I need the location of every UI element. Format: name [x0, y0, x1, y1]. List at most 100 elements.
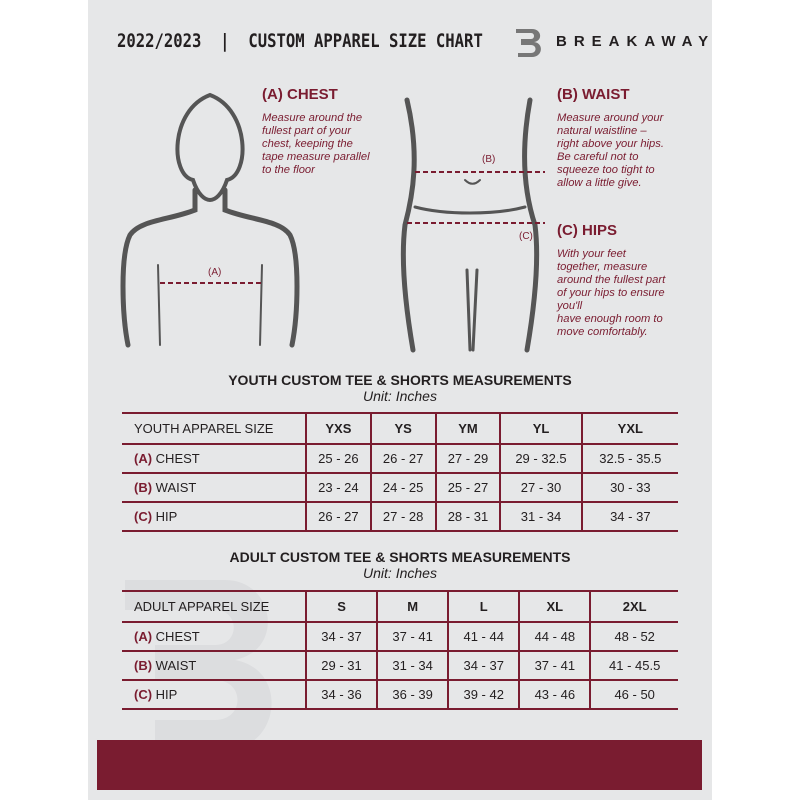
measure-code: (C) — [134, 687, 153, 702]
table-cell: ADULT APPAREL SIZE — [122, 590, 306, 623]
breakaway-logo-icon — [516, 29, 541, 57]
instruction-line: chest, keeping the — [262, 138, 353, 150]
table-cell: (B) WAIST — [122, 472, 306, 503]
measure-name: CHEST — [155, 629, 200, 644]
table-cell: 41 - 45.5 — [589, 650, 678, 681]
table-cell: 36 - 39 — [376, 679, 449, 710]
table-cell: 43 - 46 — [518, 679, 591, 710]
instruction-line: tape measure parallel — [262, 151, 370, 163]
hips-instructions: With your feet together, measure around th… — [557, 248, 665, 339]
chest-instructions: Measure around the fullest part of your ch… — [262, 112, 370, 177]
hips-heading: (C) HIPS — [557, 222, 617, 239]
measure-name: HIP — [155, 687, 178, 702]
instruction-line: allow a little give. — [557, 177, 642, 189]
table-cell: 31 - 34 — [499, 501, 582, 532]
table-cell: 41 - 44 — [447, 621, 520, 652]
chest-marker: (A) — [208, 267, 222, 278]
table-cell: 34 - 37 — [447, 650, 520, 681]
table-cell: 44 - 48 — [518, 621, 591, 652]
table-cell: (C) HIP — [122, 501, 306, 532]
instruction-line: move comfortably. — [557, 326, 648, 338]
table-row: (B) WAIST 29 - 31 31 - 34 34 - 37 37 - 41 41 … — [122, 650, 678, 681]
instruction-line: to the floor — [262, 164, 315, 176]
table-cell: L — [447, 590, 520, 623]
table-cell: (B) WAIST — [122, 650, 306, 681]
table-row: (C) HIP 26 - 27 27 - 28 28 - 31 31 - 34 34 - … — [122, 501, 678, 532]
instruction-line: you'll — [557, 300, 583, 312]
table-cell: 37 - 41 — [376, 621, 449, 652]
instruction-line: have enough room to — [557, 313, 663, 325]
table-cell: 48 - 52 — [589, 621, 678, 652]
footer-bar — [97, 740, 702, 790]
instruction-line: natural waistline – — [557, 125, 647, 137]
instruction-line: of your hips to ensure — [557, 287, 665, 299]
table-cell: 24 - 25 — [369, 472, 436, 503]
measure-code: (A) — [134, 629, 153, 644]
table-cell: 34 - 36 — [304, 679, 378, 710]
chest-heading: (A) CHEST — [262, 86, 338, 103]
instruction-line: right above your hips. — [557, 138, 664, 150]
table-cell: 27 - 28 — [369, 501, 436, 532]
instruction-line: Measure around the — [262, 112, 363, 124]
lower-body-illustration — [400, 97, 545, 353]
page-title: 2022/2023 | CUSTOM APPAREL SIZE CHART — [117, 30, 483, 52]
adult-size-table: ADULT APPAREL SIZE S M L XL 2XL (A) CHEST 34 … — [122, 590, 678, 710]
table-cell: XL — [518, 590, 591, 623]
adult-title: ADULT CUSTOM TEE & SHORTS MEASUREMENTS — [229, 549, 571, 565]
waist-heading: (B) WAIST — [557, 86, 630, 103]
measure-name: CHEST — [155, 451, 200, 466]
table-cell: 26 - 27 — [305, 501, 371, 532]
table-cell: 30 - 33 — [580, 472, 678, 503]
youth-title: YOUTH CUSTOM TEE & SHORTS MEASUREMENTS — [228, 372, 572, 388]
measure-code: (C) — [134, 509, 153, 524]
measure-name: WAIST — [155, 658, 197, 673]
table-cell: 29 - 31 — [304, 650, 378, 681]
table-cell: 26 - 27 — [369, 443, 436, 474]
table-header-row: YOUTH APPAREL SIZE YXS YS YM YL YXL — [122, 412, 678, 445]
table-cell: S — [304, 590, 378, 623]
instruction-line: Be careful not to — [557, 151, 639, 163]
table-row: (A) CHEST 25 - 26 26 - 27 27 - 29 29 - 32.5 3… — [122, 443, 678, 474]
measure-code: (B) — [134, 480, 153, 495]
table-cell: 25 - 26 — [305, 443, 371, 474]
measure-code: (B) — [134, 658, 153, 673]
adult-unit: Unit: Inches — [363, 565, 437, 581]
table-cell: 27 - 30 — [499, 472, 582, 503]
table-row: (C) HIP 34 - 36 36 - 39 39 - 42 43 - 46 46 - … — [122, 679, 678, 710]
youth-unit: Unit: Inches — [363, 388, 437, 404]
brand-name: BREAKAWAY — [556, 33, 716, 50]
hips-marker: (C) — [519, 231, 533, 242]
table-cell: 46 - 50 — [589, 679, 678, 710]
table-cell: 28 - 31 — [434, 501, 501, 532]
instruction-line: together, measure — [557, 261, 648, 273]
table-cell: YS — [369, 412, 436, 445]
table-cell: YOUTH APPAREL SIZE — [122, 412, 306, 445]
youth-section-heading: YOUTH CUSTOM TEE & SHORTS MEASUREMENTS U… — [120, 372, 680, 404]
table-cell: 34 - 37 — [304, 621, 378, 652]
table-cell: YM — [434, 412, 501, 445]
table-cell: 2XL — [589, 590, 678, 623]
measure-name: WAIST — [155, 480, 197, 495]
table-row: (A) CHEST 34 - 37 37 - 41 41 - 44 44 - 48 48 … — [122, 621, 678, 652]
youth-size-table: YOUTH APPAREL SIZE YXS YS YM YL YXL (A) CHES… — [122, 412, 678, 532]
table-cell: M — [376, 590, 449, 623]
table-cell: YXL — [580, 412, 678, 445]
table-cell: YXS — [305, 412, 371, 445]
table-cell: YL — [499, 412, 582, 445]
measure-name: HIP — [155, 509, 178, 524]
instruction-line: Measure around your — [557, 112, 664, 124]
table-cell: (A) CHEST — [122, 621, 306, 652]
instruction-line: squeeze too tight to — [557, 164, 655, 176]
table-cell: 25 - 27 — [434, 472, 501, 503]
adult-section-heading: ADULT CUSTOM TEE & SHORTS MEASUREMENTS U… — [120, 549, 680, 581]
table-cell: 37 - 41 — [518, 650, 591, 681]
waist-marker: (B) — [482, 154, 496, 165]
instruction-line: With your feet — [557, 248, 626, 260]
table-header-row: ADULT APPAREL SIZE S M L XL 2XL — [122, 590, 678, 623]
measure-code: (A) — [134, 451, 153, 466]
table-cell: 32.5 - 35.5 — [580, 443, 678, 474]
instruction-line: around the fullest part — [557, 274, 666, 286]
instruction-line: fullest part of your — [262, 125, 351, 137]
upper-body-illustration — [120, 92, 300, 348]
table-cell: (C) HIP — [122, 679, 306, 710]
